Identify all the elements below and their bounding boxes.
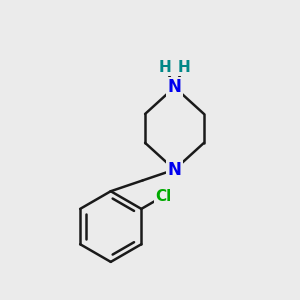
Text: H: H [177, 60, 190, 75]
Text: N: N [168, 160, 182, 178]
Text: N: N [168, 78, 182, 96]
Text: Cl: Cl [155, 189, 172, 204]
Text: H: H [159, 60, 172, 75]
